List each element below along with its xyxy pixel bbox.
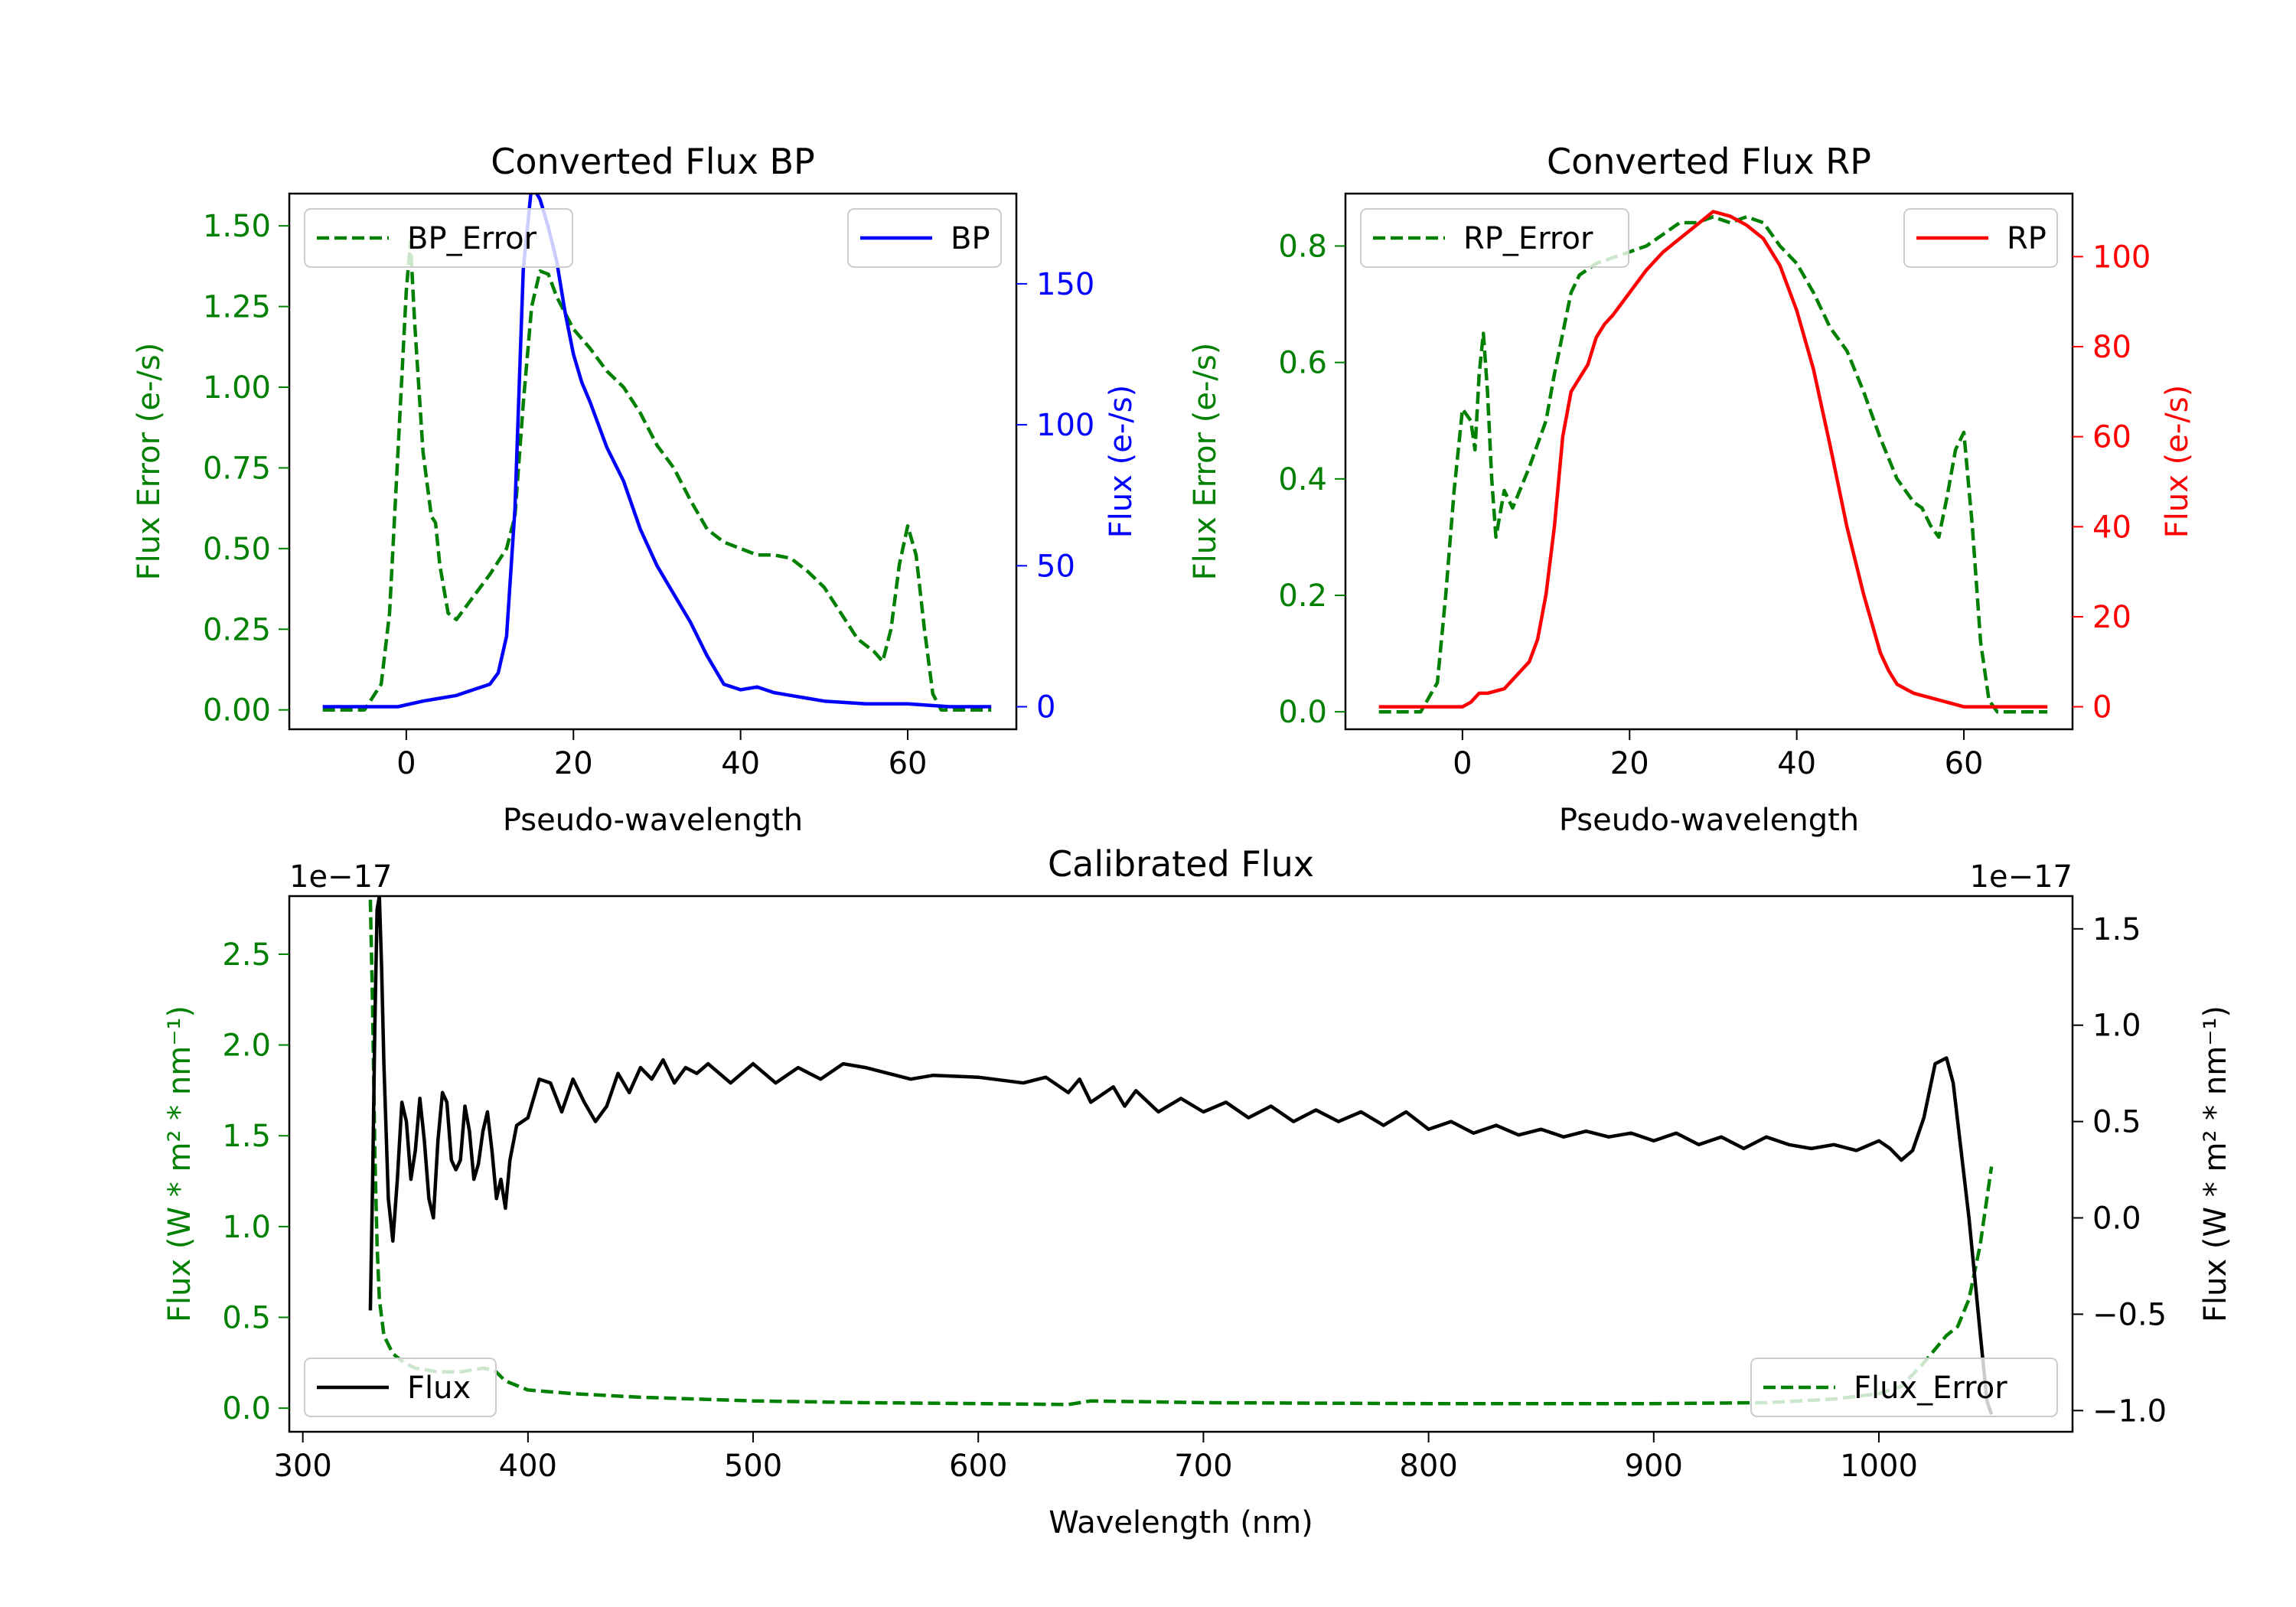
y-right-axis-label: Flux (e-/s)	[2160, 385, 2195, 538]
legend: Flux	[304, 1358, 497, 1417]
legend: RP	[1903, 208, 2058, 268]
y-right-tick-label: 40	[2092, 510, 2131, 545]
x-tick-label: 600	[949, 1449, 1007, 1484]
chart-title: Converted Flux RP	[1547, 141, 1871, 182]
y-left-tick-label: 2.0	[222, 1028, 271, 1064]
legend-label: BP_Error	[407, 221, 537, 256]
legend-label: BP	[951, 221, 990, 256]
legend-label: RP	[2007, 221, 2047, 256]
y-right-tick-label: 1.5	[2092, 912, 2141, 947]
chart-2: 0 20 40 60 0.0 0.2 0.4 0.6 0.8 0 20 40 60 80 100 Conver…	[1188, 141, 2195, 838]
series-flux-error	[368, 899, 1994, 1407]
x-tick-label: 60	[1945, 746, 1984, 781]
legend: BP_Error	[304, 208, 573, 268]
series-bp-error	[322, 240, 992, 712]
y-left-tick-label: 1.0	[222, 1210, 271, 1245]
x-tick-label: 0	[1453, 746, 1472, 781]
y-right-multiplier: 1e−17	[1970, 859, 2073, 895]
legend-box	[304, 208, 573, 268]
y-right-tick-label: 20	[2092, 600, 2131, 635]
x-axis-label: Wavelength (nm)	[1049, 1505, 1313, 1540]
y-right-tick-label: 0	[1036, 690, 1055, 725]
y-left-tick-label: 0.0	[222, 1391, 271, 1426]
y-left-tick-label: 1.5	[222, 1119, 271, 1154]
y-left-tick-label: 0.25	[203, 612, 271, 647]
y-right-tick-label: 0	[2092, 690, 2112, 725]
y-left-tick-label: 0.50	[203, 532, 271, 567]
plot-frame	[1344, 192, 2074, 731]
x-tick-label: 60	[889, 746, 928, 781]
y-left-tick-label: 0.75	[203, 451, 271, 486]
x-tick-label: 0	[396, 746, 416, 781]
series-bp	[322, 194, 992, 709]
y-right-tick-label: 150	[1036, 267, 1094, 302]
x-tick-label: 20	[1610, 746, 1649, 781]
x-tick-label: 500	[724, 1449, 782, 1484]
series-rp	[1378, 210, 2048, 709]
x-tick-label: 40	[721, 746, 760, 781]
y-left-axis-label: Flux Error (e-/s)	[1188, 343, 1223, 581]
legend-box	[1360, 208, 1629, 268]
y-left-tick-label: 1.50	[203, 209, 271, 244]
plot-frame	[288, 895, 2074, 1433]
x-tick-label: 1000	[1840, 1449, 1918, 1484]
x-tick-label: 900	[1625, 1449, 1683, 1484]
legend: RP_Error	[1360, 208, 1629, 268]
chart-3: 300 400 500 600 700 800 900 1000 0.0 0.5 1.0 1.5 2.0…	[162, 843, 2233, 1540]
y-right-tick-label: −0.5	[2092, 1297, 2167, 1332]
legend: BP	[847, 208, 1002, 268]
y-right-tick-label: −1.0	[2092, 1393, 2167, 1429]
series-rp-error	[1378, 215, 2048, 714]
y-right-tick-label: 60	[2092, 420, 2131, 455]
legend-label: RP_Error	[1463, 221, 1593, 256]
y-right-tick-label: 100	[1036, 408, 1094, 443]
y-left-tick-label: 0.8	[1278, 229, 1327, 264]
chart-1: 0 20 40 60 0.00 0.25 0.50 0.75 1.00 1.25 1.50 0 50 10…	[132, 141, 1139, 838]
x-tick-label: 20	[554, 746, 593, 781]
y-left-tick-label: 0.4	[1278, 462, 1327, 497]
y-left-axis-label: Flux (W * m² * nm⁻¹)	[162, 1006, 197, 1322]
x-tick-label: 800	[1399, 1449, 1457, 1484]
y-left-tick-label: 0.6	[1278, 346, 1327, 381]
legend-label: Flux_Error	[1854, 1371, 2007, 1406]
legend: Flux_Error	[1750, 1358, 2058, 1417]
legend-label: Flux	[407, 1371, 471, 1406]
y-left-tick-label: 1.25	[203, 290, 271, 325]
y-right-axis-label: Flux (W * m² * nm⁻¹)	[2198, 1006, 2233, 1322]
y-right-tick-label: 0.0	[2092, 1201, 2141, 1237]
y-left-tick-label: 1.00	[203, 370, 271, 406]
chart-title: Calibrated Flux	[1048, 843, 1314, 885]
y-left-tick-label: 2.5	[222, 937, 271, 973]
x-axis-label: Pseudo-wavelength	[1559, 803, 1859, 838]
x-tick-label: 300	[273, 1449, 331, 1484]
chart-title: Converted Flux BP	[491, 141, 815, 182]
y-left-multiplier: 1e−17	[289, 859, 392, 895]
y-left-tick-label: 0.0	[1278, 695, 1327, 730]
x-axis-label: Pseudo-wavelength	[503, 803, 803, 838]
series-flux	[368, 896, 1994, 1416]
legend-box	[304, 1358, 497, 1417]
y-right-axis-label: Flux (e-/s)	[1104, 385, 1139, 538]
y-right-tick-label: 80	[2092, 330, 2131, 365]
plot-frame	[288, 192, 1018, 731]
y-left-axis-label: Flux Error (e-/s)	[132, 343, 167, 581]
x-tick-label: 40	[1777, 746, 1816, 781]
y-left-tick-label: 0.00	[203, 693, 271, 729]
x-tick-label: 400	[499, 1449, 557, 1484]
y-left-tick-label: 0.2	[1278, 579, 1327, 614]
y-left-tick-label: 0.5	[222, 1301, 271, 1336]
y-right-tick-label: 50	[1036, 549, 1075, 584]
legend-box	[1750, 1358, 2058, 1417]
y-right-tick-label: 1.0	[2092, 1009, 2141, 1044]
y-right-tick-label: 100	[2092, 240, 2151, 275]
x-tick-label: 700	[1174, 1449, 1232, 1484]
y-right-tick-label: 0.5	[2092, 1105, 2141, 1140]
